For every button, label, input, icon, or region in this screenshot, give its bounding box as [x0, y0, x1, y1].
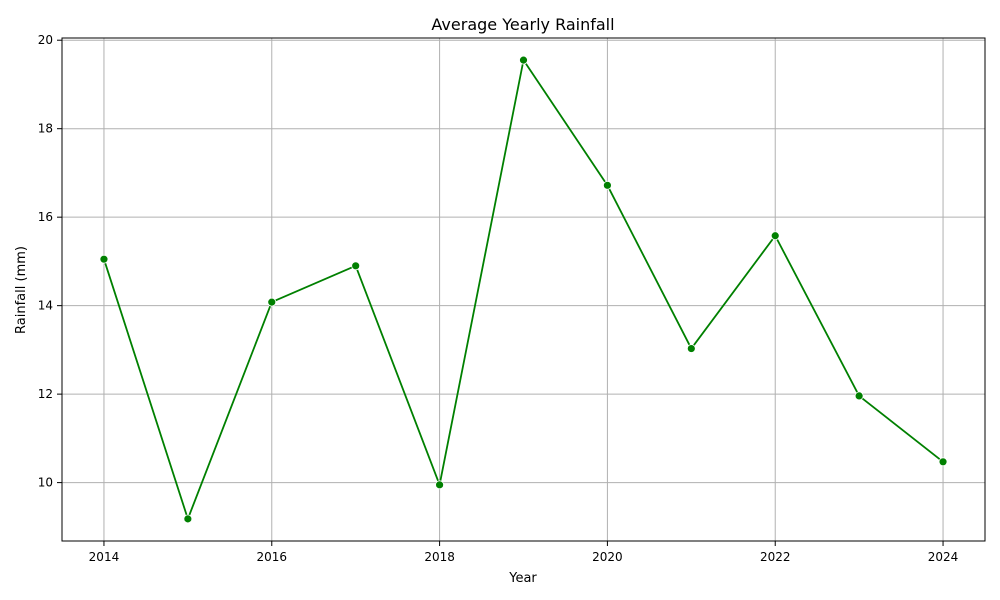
data-point-marker [938, 457, 948, 467]
y-tick-label: 18 [38, 122, 53, 136]
y-tick-label: 16 [38, 210, 53, 224]
data-point-marker [686, 344, 696, 353]
data-point-marker [267, 297, 277, 307]
grid-lines [62, 38, 985, 541]
x-tick-label: 2016 [256, 550, 287, 564]
marker-layer [99, 55, 948, 524]
y-axis-ticks: 10 12 14 16 18 20 [38, 33, 62, 490]
x-tick-label: 2022 [760, 550, 791, 564]
y-tick-label: 10 [38, 476, 53, 490]
x-tick-label: 2020 [592, 550, 623, 564]
data-point-marker [99, 254, 109, 264]
x-tick-label: 2018 [424, 550, 455, 564]
data-point-marker [351, 261, 361, 271]
data-point-marker [519, 55, 528, 65]
data-point-marker [603, 180, 612, 190]
data-point-marker [770, 231, 780, 241]
y-axis-label: Rainfall (mm) [14, 246, 29, 334]
y-tick-label: 20 [38, 33, 53, 47]
y-tick-label: 12 [38, 387, 53, 401]
data-point-marker [183, 514, 193, 524]
data-point-marker [854, 391, 864, 401]
x-tick-label: 2014 [89, 550, 120, 564]
chart-title: Average Yearly Rainfall [431, 15, 614, 34]
plot-frame [61, 37, 986, 542]
x-axis-ticks: 2014 2016 2018 2020 2022 2024 [89, 541, 959, 564]
x-axis-label: Year [508, 571, 537, 586]
x-tick-label: 2024 [928, 550, 959, 564]
data-point-marker [435, 480, 444, 490]
y-tick-label: 14 [38, 299, 53, 313]
